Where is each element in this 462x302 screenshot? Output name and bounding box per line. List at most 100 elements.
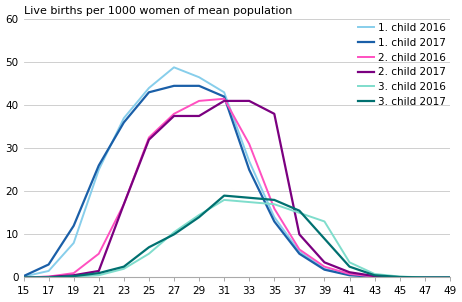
3. child 2016 (171, 230, 177, 234)
1. child 2016 (322, 267, 327, 271)
2. child 2016 (246, 142, 252, 146)
2. child 2017 (397, 275, 402, 279)
2. child 2016 (422, 276, 427, 279)
1. child 2016 (347, 273, 353, 276)
3. child 2016 (246, 200, 252, 204)
2. child 2017 (121, 202, 127, 206)
2. child 2017 (447, 276, 453, 279)
1. child 2017 (71, 224, 77, 228)
2. child 2017 (246, 99, 252, 103)
2. child 2017 (71, 273, 77, 277)
3. child 2017 (397, 275, 402, 279)
1. child 2017 (196, 84, 202, 88)
3. child 2017 (21, 276, 26, 279)
1. child 2017 (322, 268, 327, 271)
3. child 2016 (46, 276, 51, 279)
2. child 2016 (121, 202, 127, 206)
1. child 2017 (221, 95, 227, 98)
2. child 2016 (171, 112, 177, 116)
2. child 2016 (96, 252, 102, 255)
3. child 2016 (196, 213, 202, 217)
1. child 2017 (171, 84, 177, 88)
2. child 2016 (397, 276, 402, 279)
1. child 2017 (146, 91, 152, 94)
2. child 2016 (146, 136, 152, 139)
1. child 2016 (146, 86, 152, 90)
1. child 2017 (272, 220, 277, 223)
3. child 2016 (146, 252, 152, 255)
Line: 3. child 2016: 3. child 2016 (24, 200, 450, 278)
1. child 2016 (96, 168, 102, 172)
1. child 2017 (121, 120, 127, 124)
Text: Live births per 1000 women of mean population: Live births per 1000 women of mean popul… (24, 5, 292, 16)
3. child 2017 (447, 276, 453, 279)
1. child 2016 (246, 159, 252, 163)
1. child 2016 (196, 76, 202, 79)
3. child 2016 (272, 202, 277, 206)
2. child 2017 (21, 276, 26, 279)
1. child 2017 (46, 263, 51, 266)
2. child 2016 (447, 276, 453, 279)
1. child 2017 (297, 252, 302, 255)
1. child 2016 (71, 241, 77, 245)
1. child 2017 (96, 164, 102, 167)
3. child 2017 (422, 276, 427, 279)
3. child 2016 (422, 276, 427, 279)
2. child 2017 (221, 99, 227, 103)
Legend: 1. child 2016, 1. child 2017, 2. child 2016, 2. child 2017, 3. child 2016, 3. ch: 1. child 2016, 1. child 2017, 2. child 2… (355, 20, 449, 110)
3. child 2017 (372, 273, 377, 277)
3. child 2016 (71, 275, 77, 278)
1. child 2016 (297, 250, 302, 253)
3. child 2017 (121, 265, 127, 268)
1. child 2017 (21, 274, 26, 278)
1. child 2016 (447, 276, 453, 279)
1. child 2017 (347, 273, 353, 277)
3. child 2017 (272, 198, 277, 202)
2. child 2017 (272, 112, 277, 116)
3. child 2017 (196, 215, 202, 219)
3. child 2017 (221, 194, 227, 198)
Line: 2. child 2016: 2. child 2016 (24, 99, 450, 278)
2. child 2017 (146, 138, 152, 141)
1. child 2016 (397, 275, 402, 279)
2. child 2017 (196, 114, 202, 118)
2. child 2017 (96, 269, 102, 273)
1. child 2016 (372, 275, 377, 278)
3. child 2016 (96, 273, 102, 277)
2. child 2017 (422, 276, 427, 279)
3. child 2016 (221, 198, 227, 202)
1. child 2017 (397, 275, 402, 279)
1. child 2016 (171, 66, 177, 69)
2. child 2016 (347, 272, 353, 276)
1. child 2017 (246, 168, 252, 172)
2. child 2016 (372, 275, 377, 278)
1. child 2017 (422, 276, 427, 279)
2. child 2016 (71, 271, 77, 275)
1. child 2016 (121, 116, 127, 120)
3. child 2016 (121, 267, 127, 271)
3. child 2016 (297, 211, 302, 215)
2. child 2016 (46, 275, 51, 278)
3. child 2016 (372, 272, 377, 276)
3. child 2016 (397, 275, 402, 278)
1. child 2016 (422, 276, 427, 279)
3. child 2017 (146, 246, 152, 249)
3. child 2016 (347, 261, 353, 264)
3. child 2016 (21, 276, 26, 279)
1. child 2016 (46, 269, 51, 273)
3. child 2017 (322, 237, 327, 240)
1. child 2016 (272, 215, 277, 219)
2. child 2017 (322, 261, 327, 264)
3. child 2017 (297, 209, 302, 213)
3. child 2017 (46, 276, 51, 279)
1. child 2016 (21, 275, 26, 278)
1. child 2016 (221, 91, 227, 94)
3. child 2016 (322, 220, 327, 223)
2. child 2016 (297, 248, 302, 251)
2. child 2016 (272, 207, 277, 210)
2. child 2016 (322, 265, 327, 268)
2. child 2017 (297, 233, 302, 236)
3. child 2017 (71, 274, 77, 278)
3. child 2017 (96, 271, 102, 275)
Line: 3. child 2017: 3. child 2017 (24, 196, 450, 278)
